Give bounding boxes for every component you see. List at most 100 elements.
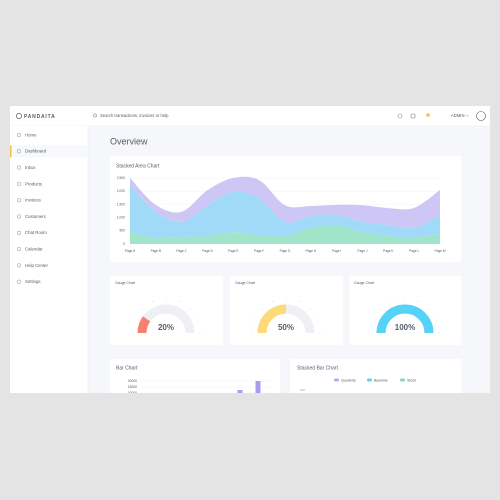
search-input[interactable]: Search transactions, invoices or help (100, 113, 169, 118)
menu-item[interactable]: Chat Room (25, 230, 47, 235)
gauge-label: 20% (158, 323, 174, 332)
user-caret[interactable] (465, 114, 469, 117)
search-icon (93, 113, 97, 118)
area-title: Stacked Area Chart (116, 163, 160, 169)
stacked-bar-card (290, 359, 461, 393)
menu-icon[interactable] (16, 132, 22, 138)
gauge-dot (261, 308, 263, 310)
stacked-bar-title: Stacked Bar Chart (297, 365, 338, 371)
user-name[interactable]: ADMIN (451, 113, 465, 118)
x-tick-label: Page F (254, 249, 264, 253)
notification-icon[interactable] (410, 113, 416, 119)
gauge-dot (272, 301, 274, 303)
menu-icon[interactable] (16, 263, 22, 268)
legend-swatch (400, 378, 405, 382)
topbar (10, 106, 490, 126)
gauge-value (137, 316, 151, 334)
x-tick-label: Page A (125, 249, 136, 253)
gauge-dot (380, 308, 382, 310)
y-tick-label: 15000 (128, 385, 137, 389)
menu-item[interactable]: Help Center (25, 263, 48, 268)
settings-icon[interactable] (397, 113, 403, 119)
legend-swatch (367, 378, 372, 382)
gauge-dot (196, 319, 198, 321)
gauge-dot (404, 298, 406, 300)
gauge-dot (199, 332, 201, 334)
gauge-title: Gauge Chart (115, 281, 135, 285)
menu-item[interactable]: Settings (25, 279, 41, 284)
gauge-dot (435, 319, 437, 321)
gauge-dot (319, 332, 321, 334)
menu-icon[interactable] (16, 279, 22, 284)
y-tick-label: 2,500 (117, 176, 125, 180)
gauge-dot (254, 319, 256, 321)
active-item-bg (10, 145, 88, 158)
area-series (130, 176, 440, 229)
menu-item[interactable]: Calendar (25, 247, 43, 252)
gauge-dot (428, 308, 430, 310)
x-tick-label: Page G (280, 249, 291, 253)
gauge-dot (189, 308, 191, 310)
gauge-dot (298, 301, 300, 303)
y-tick-label: 2,000 (117, 189, 125, 193)
gauge-dot (316, 319, 318, 321)
gauge-dot (165, 298, 167, 300)
x-tick-label: Page I (332, 249, 341, 253)
x-tick-label: Page K (383, 249, 394, 253)
legend-label: Quarterly (341, 378, 356, 382)
menu-item[interactable]: Home (25, 132, 37, 137)
y-tick-label: 20000 (128, 379, 137, 383)
x-tick-label: Page J (358, 249, 368, 253)
menu-icon[interactable] (16, 198, 22, 203)
gauge-dot (438, 332, 440, 334)
menu-item[interactable]: Products (25, 181, 42, 186)
area-series (130, 224, 440, 244)
gauge-dot (391, 301, 393, 303)
legend-label: Baseline (374, 378, 388, 382)
y-tick-label: 0 (123, 242, 125, 246)
gauge-dot (134, 319, 136, 321)
menu-item[interactable]: Dashboard (25, 149, 47, 154)
menu-item[interactable]: Inbox (25, 165, 36, 170)
x-tick-label: Page C (176, 249, 187, 253)
sidebar (10, 126, 88, 393)
gauge-title: Gauge Chart (235, 281, 255, 285)
bar (255, 381, 261, 393)
x-tick-label: Page B (151, 249, 161, 253)
gauge-dot (373, 319, 375, 321)
menu-icon[interactable] (16, 149, 22, 154)
menu-icon[interactable] (16, 181, 22, 186)
gauge-value (257, 304, 287, 334)
gauge-label: 100% (395, 323, 415, 332)
window: PANDAITA Search transactions, invoices o… (10, 106, 490, 393)
menu-item[interactable]: Customers (25, 214, 46, 219)
menu-icon[interactable] (16, 247, 22, 252)
x-tick-label: Page E (228, 249, 238, 253)
menu-icon[interactable] (16, 230, 22, 235)
logo: PANDAITA (24, 114, 56, 120)
gauge-dot (131, 332, 133, 334)
gauge-dot (141, 308, 143, 310)
gauge-title: Gauge Chart (354, 281, 374, 285)
menu-icon[interactable] (16, 214, 22, 219)
gauge-dot (370, 332, 372, 334)
x-tick-label: Page D (202, 249, 213, 253)
bar (237, 390, 243, 393)
avatar[interactable] (476, 111, 486, 121)
area-series (130, 185, 440, 239)
badge-icon[interactable] (426, 113, 430, 117)
logo-icon (16, 113, 22, 119)
legend-swatch (334, 378, 339, 382)
gauge-dot (251, 332, 253, 334)
y-tick-label: 1,500 (117, 202, 125, 206)
gauge-dot (285, 298, 287, 300)
gauge-dot (178, 301, 180, 303)
gauge-label: 50% (278, 323, 294, 332)
x-tick-label: Page M (435, 249, 446, 253)
menu-item[interactable]: Invoices (25, 198, 41, 203)
active-indicator (10, 145, 12, 158)
y-tick-label: 500 (119, 229, 125, 233)
menu-icon[interactable] (16, 165, 22, 170)
